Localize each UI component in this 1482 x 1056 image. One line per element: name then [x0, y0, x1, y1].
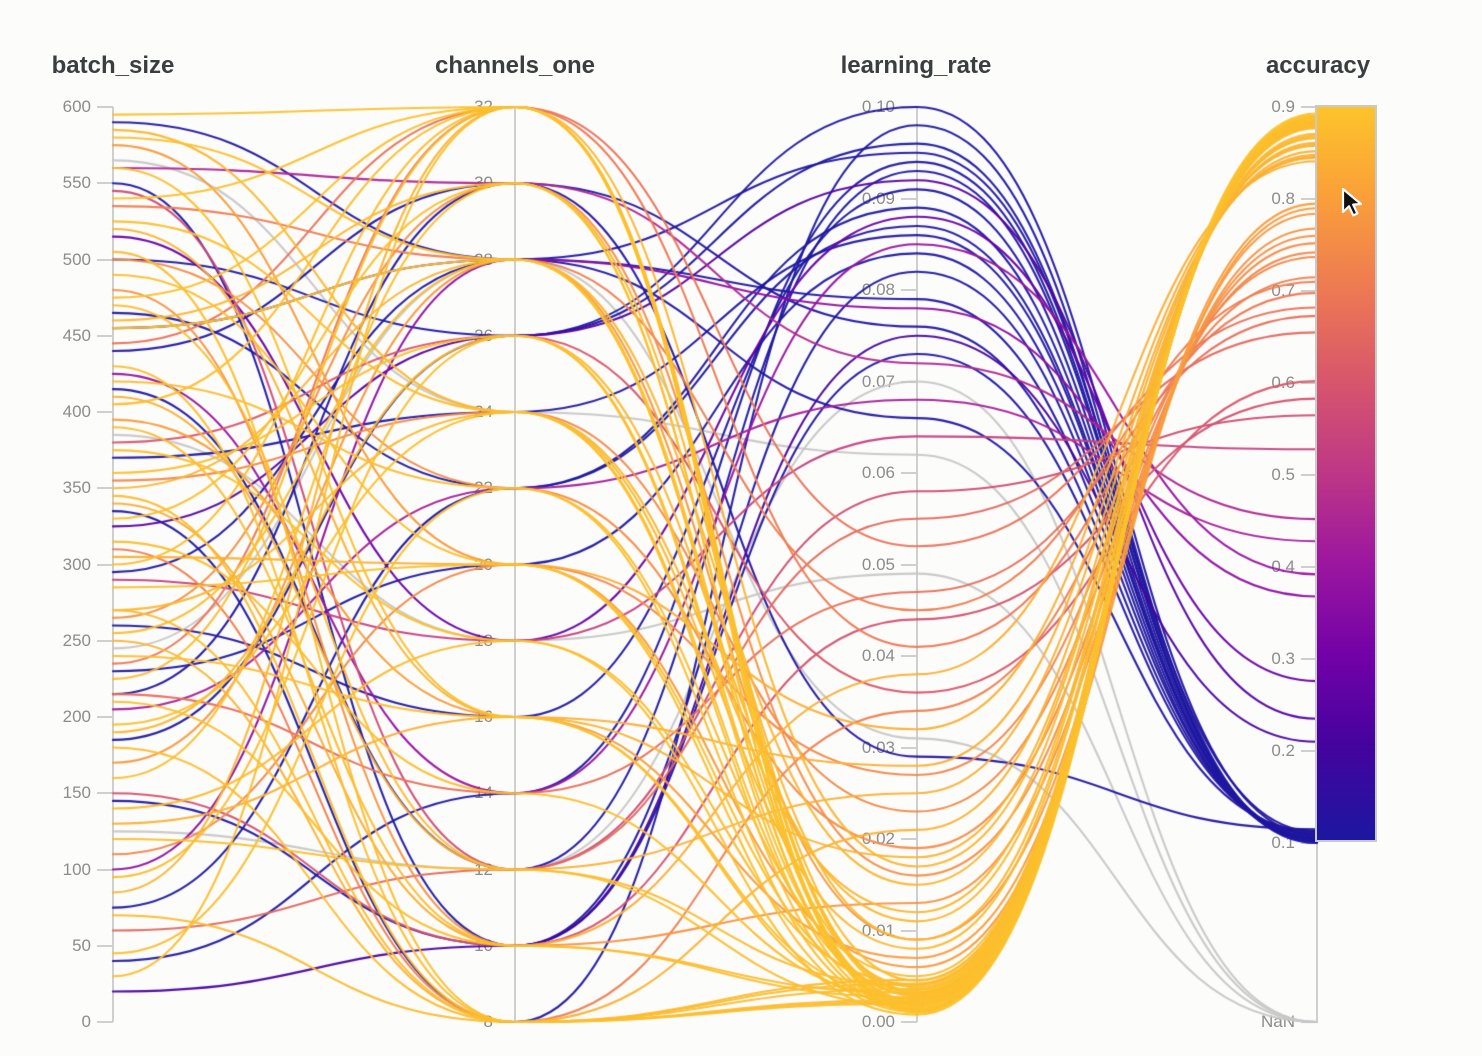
accuracy-colorbar: [1315, 105, 1377, 842]
accuracy-colorbar-gradient: [1317, 107, 1375, 840]
mouse-cursor-icon: [1341, 187, 1367, 223]
